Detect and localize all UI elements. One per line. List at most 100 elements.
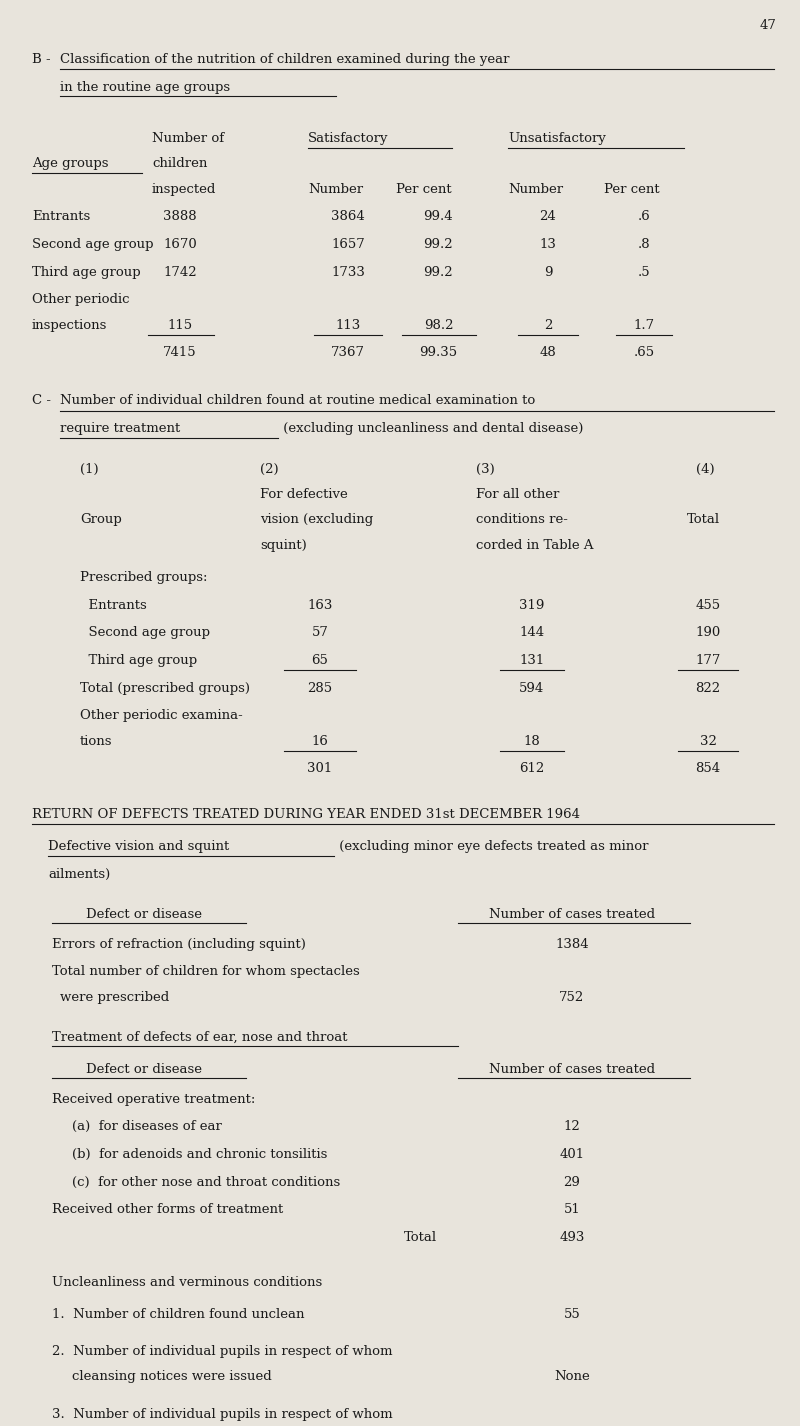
Text: (1): (1) bbox=[80, 463, 98, 476]
Text: 190: 190 bbox=[695, 626, 721, 639]
Text: Number: Number bbox=[308, 183, 363, 195]
Text: Unsatisfactory: Unsatisfactory bbox=[508, 133, 606, 145]
Text: Prescribed groups:: Prescribed groups: bbox=[80, 570, 207, 585]
Text: 854: 854 bbox=[695, 761, 721, 776]
Text: 455: 455 bbox=[695, 599, 721, 612]
Text: .5: .5 bbox=[638, 265, 650, 278]
Text: .8: .8 bbox=[638, 238, 650, 251]
Text: 2: 2 bbox=[544, 318, 552, 332]
Text: (c)  for other nose and throat conditions: (c) for other nose and throat conditions bbox=[72, 1175, 340, 1189]
Text: 752: 752 bbox=[559, 991, 585, 1004]
Text: tions: tions bbox=[80, 734, 113, 747]
Text: RETURN OF DEFECTS TREATED DURING YEAR ENDED 31st DECEMBER 1964: RETURN OF DEFECTS TREATED DURING YEAR EN… bbox=[32, 809, 580, 821]
Text: Satisfactory: Satisfactory bbox=[308, 133, 389, 145]
Text: Defect or disease: Defect or disease bbox=[86, 907, 202, 921]
Text: 65: 65 bbox=[311, 655, 329, 667]
Text: 822: 822 bbox=[695, 682, 721, 694]
Text: None: None bbox=[554, 1370, 590, 1383]
Text: 99.35: 99.35 bbox=[419, 347, 458, 359]
Text: 7367: 7367 bbox=[331, 347, 365, 359]
Text: Third age group: Third age group bbox=[80, 655, 197, 667]
Text: .65: .65 bbox=[634, 347, 654, 359]
Text: in the routine age groups: in the routine age groups bbox=[60, 80, 230, 94]
Text: 1733: 1733 bbox=[331, 265, 365, 278]
Text: (b)  for adenoids and chronic tonsilitis: (b) for adenoids and chronic tonsilitis bbox=[72, 1148, 327, 1161]
Text: (excluding minor eye defects treated as minor: (excluding minor eye defects treated as … bbox=[335, 840, 649, 853]
Text: 24: 24 bbox=[540, 211, 556, 224]
Text: 9: 9 bbox=[544, 265, 552, 278]
Text: 99.4: 99.4 bbox=[423, 211, 454, 224]
Text: 57: 57 bbox=[311, 626, 329, 639]
Text: 115: 115 bbox=[167, 318, 193, 332]
Text: Group: Group bbox=[80, 513, 122, 526]
Text: Per cent: Per cent bbox=[396, 183, 452, 195]
Text: For all other: For all other bbox=[476, 488, 559, 501]
Text: 113: 113 bbox=[335, 318, 361, 332]
Text: 1657: 1657 bbox=[331, 238, 365, 251]
Text: corded in Table A: corded in Table A bbox=[476, 539, 594, 552]
Text: 51: 51 bbox=[564, 1204, 580, 1216]
Text: Defective vision and squint: Defective vision and squint bbox=[48, 840, 230, 853]
Text: Received other forms of treatment: Received other forms of treatment bbox=[52, 1204, 283, 1216]
Text: Received operative treatment:: Received operative treatment: bbox=[52, 1092, 255, 1105]
Text: 18: 18 bbox=[524, 734, 540, 747]
Text: 1742: 1742 bbox=[163, 265, 197, 278]
Text: C -: C - bbox=[32, 395, 55, 408]
Text: (3): (3) bbox=[476, 463, 494, 476]
Text: 47: 47 bbox=[759, 19, 776, 33]
Text: 493: 493 bbox=[559, 1231, 585, 1243]
Text: 7415: 7415 bbox=[163, 347, 197, 359]
Text: Number of individual children found at routine medical examination to: Number of individual children found at r… bbox=[60, 395, 535, 408]
Text: 319: 319 bbox=[519, 599, 545, 612]
Text: Third age group: Third age group bbox=[32, 265, 141, 278]
Text: .6: .6 bbox=[638, 211, 650, 224]
Text: 55: 55 bbox=[564, 1308, 580, 1320]
Text: children: children bbox=[152, 157, 207, 171]
Text: Total: Total bbox=[686, 513, 719, 526]
Text: Number of cases treated: Number of cases treated bbox=[489, 907, 655, 921]
Text: 144: 144 bbox=[519, 626, 545, 639]
Text: Classification of the nutrition of children examined during the year: Classification of the nutrition of child… bbox=[60, 53, 510, 66]
Text: 12: 12 bbox=[564, 1121, 580, 1134]
Text: 401: 401 bbox=[559, 1148, 585, 1161]
Text: 2.  Number of individual pupils in respect of whom: 2. Number of individual pupils in respec… bbox=[52, 1345, 393, 1358]
Text: 29: 29 bbox=[563, 1175, 581, 1189]
Text: 13: 13 bbox=[539, 238, 557, 251]
Text: 99.2: 99.2 bbox=[423, 238, 454, 251]
Text: Age groups: Age groups bbox=[32, 157, 109, 171]
Text: inspections: inspections bbox=[32, 318, 107, 332]
Text: Errors of refraction (including squint): Errors of refraction (including squint) bbox=[52, 938, 306, 951]
Text: 1.  Number of children found unclean: 1. Number of children found unclean bbox=[52, 1308, 305, 1320]
Text: cleansing notices were issued: cleansing notices were issued bbox=[72, 1370, 272, 1383]
Text: 1384: 1384 bbox=[555, 938, 589, 951]
Text: 177: 177 bbox=[695, 655, 721, 667]
Text: Defect or disease: Defect or disease bbox=[86, 1062, 202, 1075]
Text: Total: Total bbox=[404, 1231, 437, 1243]
Text: (4): (4) bbox=[696, 463, 714, 476]
Text: Number of: Number of bbox=[152, 133, 224, 145]
Text: Entrants: Entrants bbox=[32, 211, 90, 224]
Text: (2): (2) bbox=[260, 463, 278, 476]
Text: 16: 16 bbox=[311, 734, 329, 747]
Text: Total (prescribed groups): Total (prescribed groups) bbox=[80, 682, 250, 694]
Text: B -: B - bbox=[32, 53, 55, 66]
Text: 1.7: 1.7 bbox=[634, 318, 654, 332]
Text: 3.  Number of individual pupils in respect of whom: 3. Number of individual pupils in respec… bbox=[52, 1407, 393, 1420]
Text: 285: 285 bbox=[307, 682, 333, 694]
Text: 98.2: 98.2 bbox=[424, 318, 453, 332]
Text: squint): squint) bbox=[260, 539, 306, 552]
Text: 99.2: 99.2 bbox=[423, 265, 454, 278]
Text: 612: 612 bbox=[519, 761, 545, 776]
Text: Treatment of defects of ear, nose and throat: Treatment of defects of ear, nose and th… bbox=[52, 1030, 347, 1044]
Text: Entrants: Entrants bbox=[80, 599, 146, 612]
Text: 594: 594 bbox=[519, 682, 545, 694]
Text: vision (excluding: vision (excluding bbox=[260, 513, 374, 526]
Text: 3864: 3864 bbox=[331, 211, 365, 224]
Text: Other periodic examina-: Other periodic examina- bbox=[80, 709, 242, 723]
Text: ailments): ailments) bbox=[48, 868, 110, 881]
Text: conditions re-: conditions re- bbox=[476, 513, 568, 526]
Text: 131: 131 bbox=[519, 655, 545, 667]
Text: Per cent: Per cent bbox=[604, 183, 660, 195]
Text: were prescribed: were prescribed bbox=[60, 991, 170, 1004]
Text: Number: Number bbox=[508, 183, 563, 195]
